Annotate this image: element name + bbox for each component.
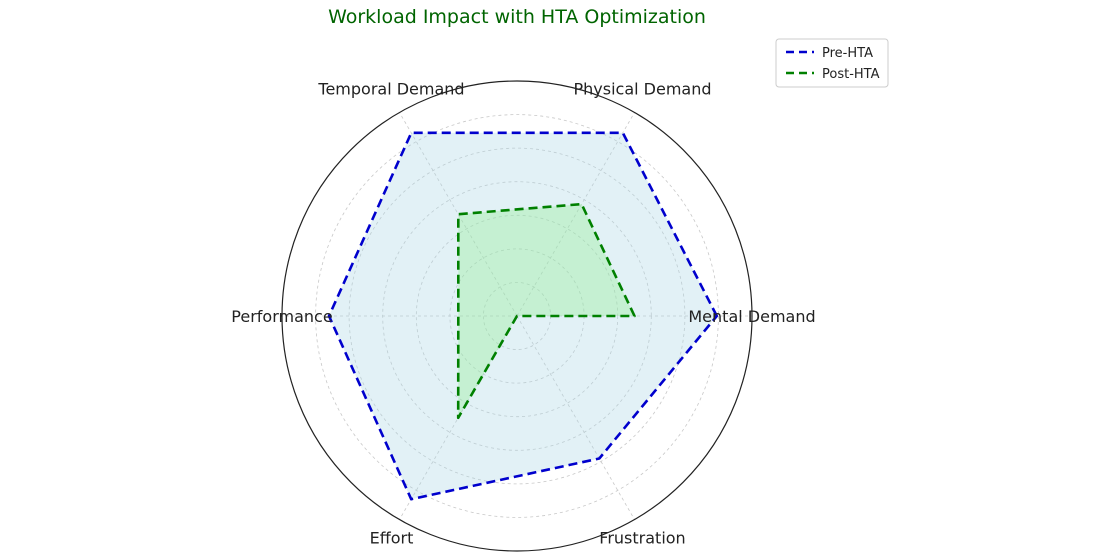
legend-label-post-hta: Post-HTA (822, 67, 880, 82)
axis-label-effort: Effort (370, 528, 414, 547)
series-area-post-hta (458, 204, 635, 418)
axis-label-mental-demand: Mental Demand (688, 307, 815, 326)
outer-ring (281, 80, 753, 552)
axis-label-temporal-demand: Temporal Demand (317, 80, 464, 99)
grid-ring (415, 214, 619, 418)
grid-ring (348, 147, 686, 485)
legend: Pre-HTA Post-HTA (775, 38, 889, 88)
grid-ring (315, 114, 719, 518)
legend-label-pre-hta: Pre-HTA (822, 46, 873, 61)
series-line-post-hta (456, 202, 636, 420)
axis-labels: Mental Demand Physical Demand Temporal Dem… (231, 80, 815, 548)
chart-title: Workload Impact with HTA Optimization (328, 6, 706, 28)
series-layer (327, 131, 719, 501)
series-line-pre-hta (327, 131, 719, 501)
axis-label-physical-demand: Physical Demand (573, 80, 711, 99)
axis-label-performance: Performance (231, 307, 332, 326)
axis-label-frustration: Frustration (599, 528, 685, 547)
